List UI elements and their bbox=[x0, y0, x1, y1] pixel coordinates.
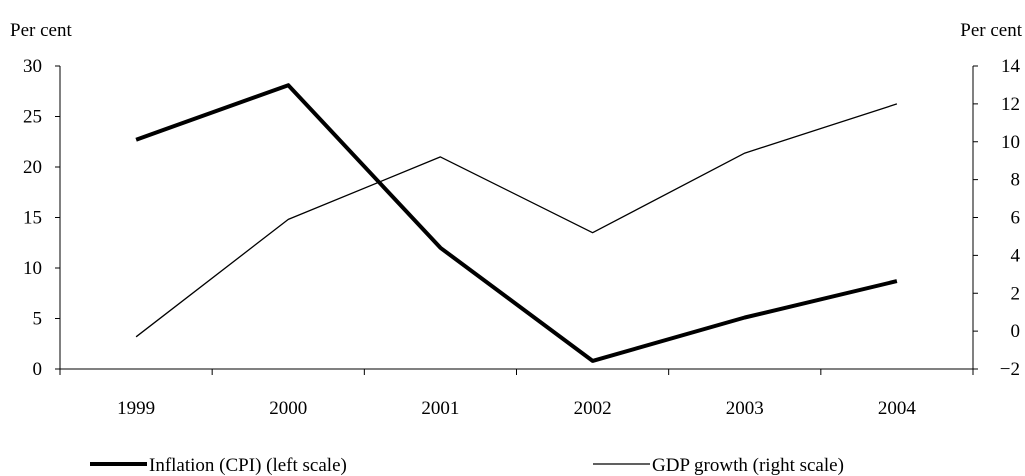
right-tick-label: 2 bbox=[1011, 283, 1021, 304]
series-line-gdp-growth bbox=[135, 103, 898, 338]
right-tick-label: 10 bbox=[1001, 132, 1020, 153]
right-tick-label: 0 bbox=[1011, 321, 1021, 342]
left-axis-label: Per cent bbox=[10, 20, 72, 41]
x-tick-label: 2002 bbox=[574, 398, 612, 419]
legend: Inflation (CPI) (left scale) GDP growth … bbox=[90, 455, 844, 476]
right-tick-label: 4 bbox=[1011, 245, 1021, 266]
chart-axes bbox=[59, 66, 974, 370]
legend-inflation-label: Inflation (CPI) (left scale) bbox=[149, 455, 347, 476]
left-tick-label: 20 bbox=[23, 157, 42, 178]
series-line-inflation bbox=[135, 83, 898, 363]
x-tick-label: 2004 bbox=[878, 398, 917, 419]
left-tick-label: 5 bbox=[33, 309, 43, 330]
right-tick-label: 12 bbox=[1001, 94, 1020, 115]
right-tick-label: 14 bbox=[1001, 56, 1021, 77]
left-tick-label: 0 bbox=[33, 359, 43, 380]
x-tick-label: 1999 bbox=[117, 398, 155, 419]
left-tick-label: 25 bbox=[23, 107, 42, 128]
x-tick-label: 2000 bbox=[269, 398, 307, 419]
legend-gdp-label: GDP growth (right scale) bbox=[652, 455, 844, 476]
left-tick-label: 30 bbox=[23, 56, 42, 77]
series-lines bbox=[135, 83, 898, 363]
left-tick-label: 10 bbox=[23, 258, 42, 279]
right-tick-label: −2 bbox=[1000, 359, 1020, 380]
right-tick-label: 6 bbox=[1011, 208, 1021, 229]
left-tick-label: 15 bbox=[23, 208, 42, 229]
x-tick-label: 2003 bbox=[726, 398, 764, 419]
x-tick-label: 2001 bbox=[421, 398, 459, 419]
right-axis-ticks: −2 0 2 4 6 8 10 12 14 bbox=[973, 56, 1021, 380]
right-tick-label: 8 bbox=[1011, 170, 1021, 191]
left-axis-ticks: 0 5 10 15 20 25 30 bbox=[23, 56, 60, 380]
x-axis-ticks: 1999 2000 2001 2002 2003 2004 bbox=[59, 369, 974, 419]
right-axis-label: Per cent bbox=[960, 20, 1022, 41]
